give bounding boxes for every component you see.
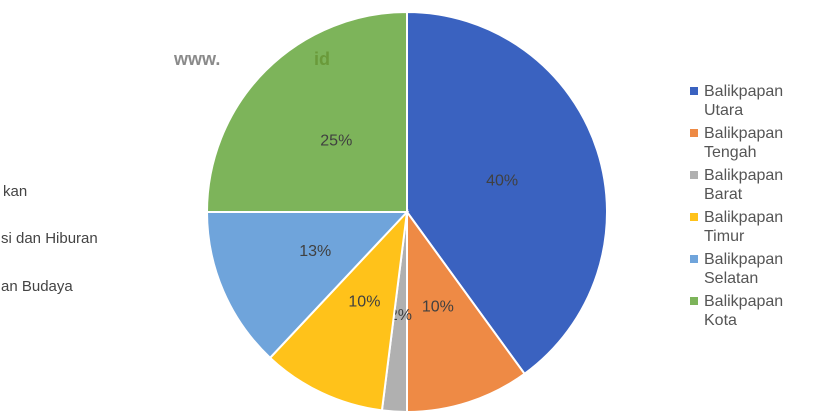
background-label: si dan Hiburan bbox=[1, 230, 98, 247]
data-label: 40% bbox=[486, 172, 518, 189]
legend-label: Balikpapan Kota bbox=[704, 292, 804, 330]
data-label: 10% bbox=[348, 294, 380, 311]
legend-label: Balikpapan Selatan bbox=[704, 250, 804, 288]
legend-entry: Balikpapan Selatan bbox=[690, 250, 820, 288]
legend-swatch bbox=[690, 255, 698, 263]
background-label: an Budaya bbox=[1, 278, 73, 295]
legend-swatch bbox=[690, 87, 698, 95]
legend-label: Balikpapan Tengah bbox=[704, 124, 804, 162]
data-label: 13% bbox=[299, 243, 331, 260]
watermark: id bbox=[314, 49, 330, 69]
legend-entry: Balikpapan Timur bbox=[690, 208, 820, 246]
legend-swatch bbox=[690, 171, 698, 179]
legend-swatch bbox=[690, 297, 698, 305]
page: kansi dan Hiburanan Budaya40%10%2%10%13%… bbox=[0, 0, 823, 413]
chart: kansi dan Hiburanan Budaya40%10%2%10%13%… bbox=[0, 0, 823, 413]
legend-label: Balikpapan Barat bbox=[704, 166, 804, 204]
legend-entry: Balikpapan Tengah bbox=[690, 124, 820, 162]
legend-label: Balikpapan Utara bbox=[704, 82, 804, 120]
data-label: 25% bbox=[320, 133, 352, 150]
legend-entry: Balikpapan Utara bbox=[690, 82, 820, 120]
legend-entry: Balikpapan Kota bbox=[690, 292, 820, 330]
legend-label: Balikpapan Timur bbox=[704, 208, 804, 246]
legend-swatch bbox=[690, 129, 698, 137]
watermark: www. bbox=[173, 49, 220, 69]
background-label: kan bbox=[3, 183, 27, 200]
legend-entry: Balikpapan Barat bbox=[690, 166, 820, 204]
data-label: 10% bbox=[422, 298, 454, 315]
pie-slice bbox=[207, 12, 407, 212]
legend-swatch bbox=[690, 213, 698, 221]
